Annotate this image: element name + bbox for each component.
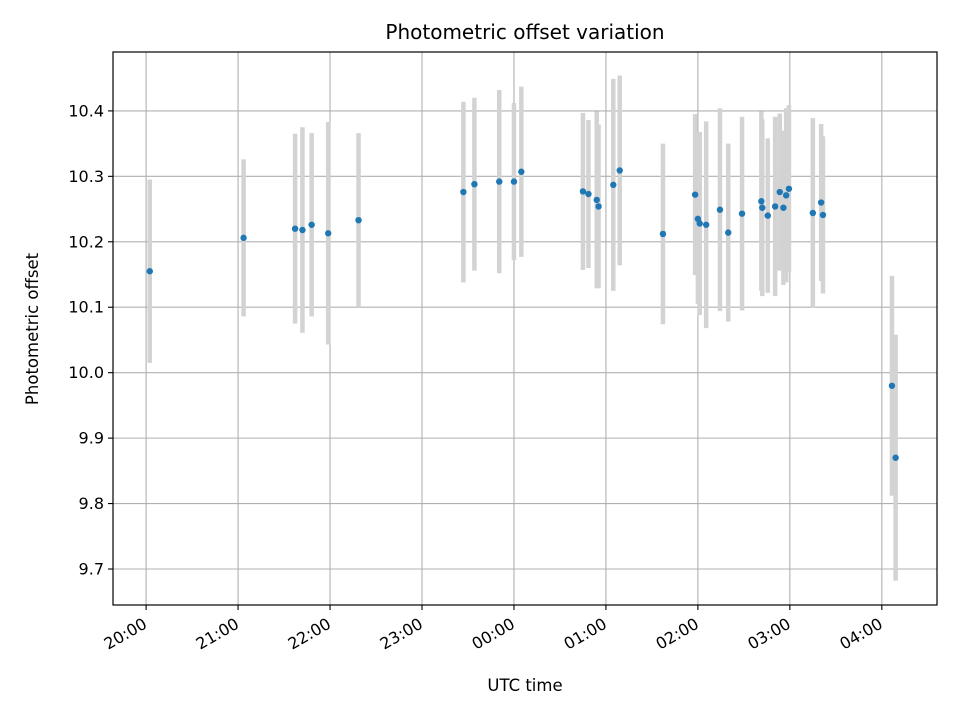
data-point: [324, 230, 332, 237]
data-point: [702, 221, 710, 228]
data-point: [659, 230, 667, 238]
y-tick-label: 10.0: [68, 363, 104, 382]
data-point: [892, 454, 899, 461]
y-tick-label: 9.9: [79, 429, 104, 448]
y-tick-label: 9.7: [79, 560, 104, 579]
data-point: [782, 192, 790, 199]
y-tick-label: 10.4: [68, 101, 104, 120]
data-point: [888, 382, 896, 389]
data-point: [610, 181, 617, 189]
data-point: [518, 168, 525, 175]
data-point: [616, 167, 623, 174]
x-axis-label: UTC time: [487, 676, 562, 695]
data-point: [776, 188, 783, 196]
plot-frame: [112, 51, 938, 606]
data-point: [817, 199, 825, 206]
data-point: [759, 204, 766, 211]
data-point: [579, 188, 587, 195]
y-axis-label: Photometric offset: [23, 252, 42, 405]
data-point: [819, 211, 827, 219]
data-point: [595, 203, 602, 210]
data-point: [716, 206, 724, 213]
chart-title: Photometric offset variation: [385, 20, 664, 44]
grid-lines: [113, 52, 937, 605]
y-tick-label: 10.3: [68, 167, 104, 186]
data-point: [809, 209, 817, 217]
data-point: [780, 204, 787, 211]
data-point: [460, 188, 467, 196]
data-point: [725, 229, 732, 236]
data-point: [471, 180, 478, 188]
data-points: [146, 167, 899, 461]
y-tick-label: 10.2: [68, 232, 104, 251]
data-point: [291, 225, 299, 232]
data-point: [308, 221, 315, 228]
data-point: [585, 190, 592, 198]
data-point: [593, 196, 600, 204]
data-point: [510, 178, 518, 185]
data-point: [696, 220, 703, 227]
data-point: [738, 210, 746, 217]
y-axis-ticks: 9.7 9.8 9.9 10.0 10.1 10.2 10.3 10.4: [68, 101, 113, 579]
data-point: [146, 268, 153, 275]
data-point: [240, 234, 247, 242]
data-point: [496, 178, 503, 185]
y-tick-label: 9.8: [79, 494, 104, 513]
data-point: [691, 191, 699, 198]
data-point: [758, 198, 765, 205]
data-point: [771, 203, 779, 210]
data-point: [764, 212, 771, 219]
data-point: [299, 226, 306, 234]
data-point: [785, 185, 793, 192]
data-point: [355, 216, 362, 224]
y-tick-label: 10.1: [68, 298, 104, 317]
